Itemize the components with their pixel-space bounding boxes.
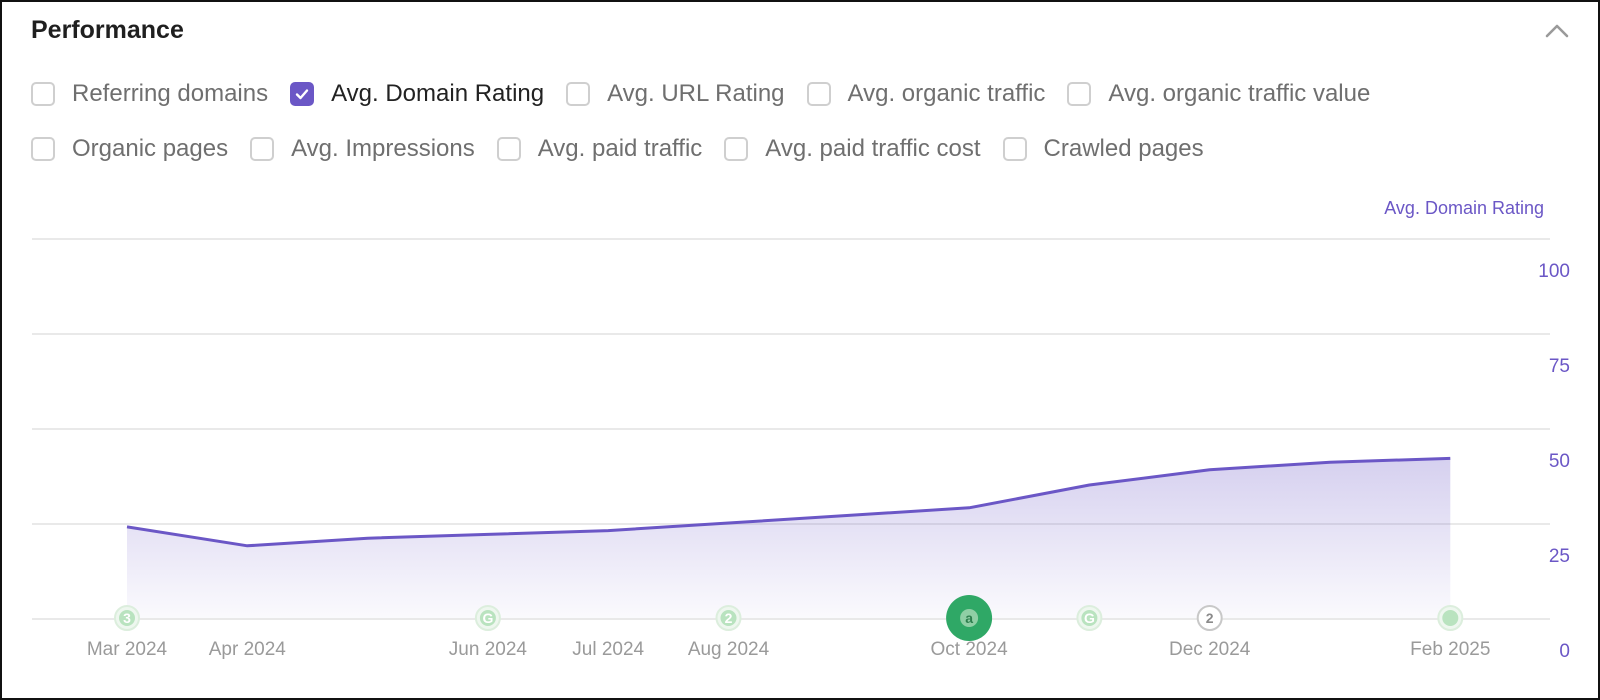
- metric-label: Referring domains: [72, 80, 269, 107]
- domain-rating-chart: Avg. Domain Rating 0 25 50 75 100 Mar 2024 Apr …: [32, 198, 1570, 662]
- x-tick-label: Mar 2024: [87, 639, 168, 660]
- metric-row-2: Organic pages Avg. Impressions Avg. paid t…: [31, 129, 1571, 169]
- x-tick-label: Jul 2024: [572, 639, 644, 660]
- y-tick-label: 100: [1538, 261, 1570, 282]
- event-marker-label: G: [1084, 610, 1095, 626]
- data-point[interactable]: [485, 531, 491, 537]
- event-marker[interactable]: [1437, 605, 1464, 631]
- x-tick-label: Oct 2024: [931, 639, 1009, 660]
- series-area: [127, 458, 1451, 618]
- data-point[interactable]: [605, 528, 611, 534]
- metric-label: Avg. paid traffic: [537, 135, 703, 162]
- event-marker-label: a: [965, 610, 973, 626]
- data-point[interactable]: [966, 505, 972, 511]
- metric-label: Avg. paid traffic cost: [765, 135, 981, 162]
- metric-label: Avg. URL Rating: [607, 80, 785, 107]
- data-point[interactable]: [365, 535, 371, 541]
- event-marker[interactable]: 2: [715, 605, 742, 631]
- metric-referring-domains[interactable]: Referring domains: [31, 80, 268, 108]
- metric-avg-impressions[interactable]: Avg. Impressions: [250, 135, 475, 163]
- event-marker[interactable]: G: [1076, 605, 1103, 631]
- series-line: [126, 456, 1451, 548]
- metric-avg-organic-traffic-value[interactable]: Avg. organic traffic value: [1067, 80, 1370, 108]
- data-point[interactable]: [244, 543, 250, 549]
- check-icon: [295, 89, 309, 100]
- metric-avg-domain-rating[interactable]: Avg. Domain Rating: [290, 80, 544, 108]
- y-tick-label: 25: [1549, 546, 1570, 567]
- metric-avg-paid-traffic[interactable]: Avg. paid traffic: [496, 135, 703, 163]
- x-tick-label: Jun 2024: [449, 639, 528, 660]
- data-point[interactable]: [846, 512, 852, 518]
- metric-checkbox[interactable]: [31, 82, 55, 106]
- data-point[interactable]: [124, 524, 130, 530]
- metric-label: Organic pages: [72, 135, 229, 162]
- event-marker-label: G: [482, 610, 493, 626]
- metric-checkbox[interactable]: [290, 82, 315, 106]
- data-point[interactable]: [1207, 467, 1213, 473]
- chevron-up-icon: [1545, 24, 1569, 38]
- metric-checkbox[interactable]: [724, 137, 749, 161]
- metric-checkbox[interactable]: [566, 82, 591, 106]
- metric-label: Avg. organic traffic: [847, 80, 1046, 107]
- y-tick-label: 0: [1559, 641, 1570, 662]
- x-tick-label: Apr 2024: [209, 639, 287, 660]
- event-marker-label: 2: [1206, 610, 1214, 626]
- metric-row-1: Referring domains Avg. Domain Rating Avg. …: [31, 74, 1571, 114]
- metric-avg-url-rating[interactable]: Avg. URL Rating: [566, 80, 785, 108]
- event-marker-label: 3: [123, 610, 131, 626]
- metric-checkbox[interactable]: [806, 82, 831, 106]
- event-marker[interactable]: 2: [1196, 605, 1223, 631]
- metric-checkbox[interactable]: [496, 137, 521, 161]
- metric-crawled-pages[interactable]: Crawled pages: [1002, 135, 1204, 163]
- event-marker[interactable]: G: [474, 605, 501, 631]
- data-point[interactable]: [1086, 482, 1092, 488]
- panel-title: Performance: [31, 16, 184, 44]
- metric-checkbox[interactable]: [1002, 137, 1027, 161]
- metric-avg-organic-traffic[interactable]: Avg. organic traffic: [806, 80, 1046, 108]
- collapse-button[interactable]: [1542, 16, 1572, 46]
- y-tick-label: 75: [1549, 356, 1570, 377]
- y-tick-label: 50: [1549, 451, 1570, 472]
- metric-avg-paid-traffic-cost[interactable]: Avg. paid traffic cost: [724, 135, 981, 163]
- metric-checkbox[interactable]: [31, 137, 55, 161]
- x-tick-label: Dec 2024: [1169, 639, 1251, 660]
- metric-label: Avg. Impressions: [291, 135, 475, 162]
- data-point[interactable]: [1327, 459, 1333, 465]
- x-tick-label: Feb 2025: [1410, 639, 1490, 660]
- event-marker[interactable]: 3: [114, 605, 140, 631]
- x-tick-label: Aug 2024: [688, 639, 770, 660]
- data-point[interactable]: [1447, 455, 1453, 461]
- event-marker[interactable]: a: [946, 595, 993, 641]
- metric-organic-pages[interactable]: Organic pages: [31, 135, 228, 163]
- metric-selector: Referring domains Avg. Domain Rating Avg. …: [31, 74, 1571, 184]
- data-point[interactable]: [726, 520, 732, 526]
- metric-label: Avg. Domain Rating: [331, 80, 545, 107]
- metric-label: Avg. organic traffic value: [1108, 80, 1371, 107]
- y-axis-title: Avg. Domain Rating: [1384, 198, 1544, 218]
- metric-checkbox[interactable]: [250, 137, 275, 161]
- event-marker-label: 2: [725, 610, 733, 626]
- metric-checkbox[interactable]: [1067, 82, 1092, 106]
- metric-label: Crawled pages: [1043, 135, 1204, 162]
